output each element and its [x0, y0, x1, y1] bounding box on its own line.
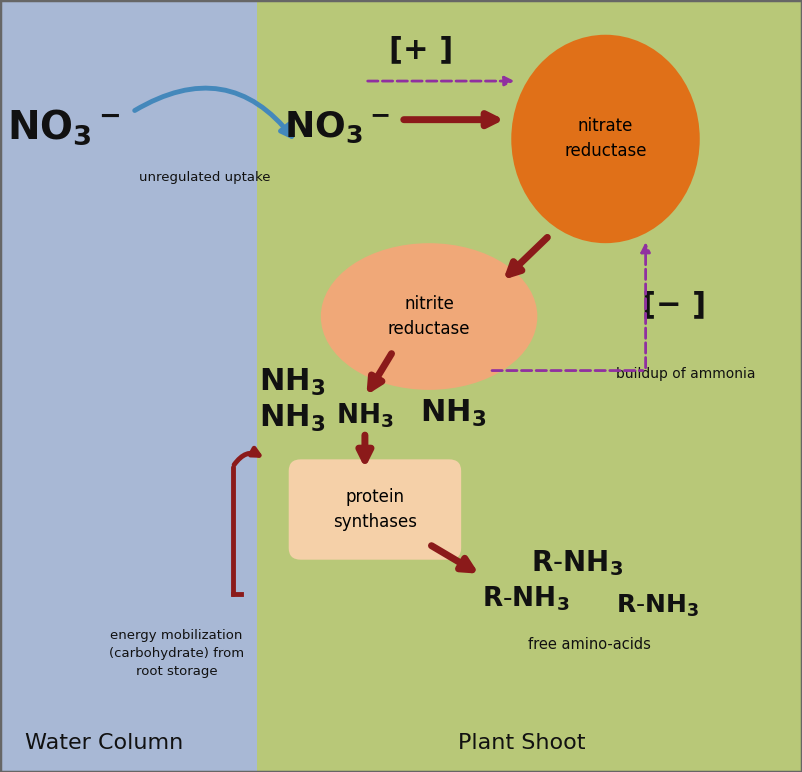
Text: nitrite
reductase: nitrite reductase	[388, 295, 470, 338]
FancyBboxPatch shape	[289, 459, 461, 560]
Text: protein
synthases: protein synthases	[334, 488, 417, 531]
Ellipse shape	[321, 243, 537, 390]
Text: nitrate
reductase: nitrate reductase	[565, 117, 646, 161]
Text: $\mathbf{R\text{-}NH_3}$: $\mathbf{R\text{-}NH_3}$	[481, 584, 569, 612]
Text: $\mathbf{NH_3}$: $\mathbf{NH_3}$	[260, 367, 326, 398]
Text: Plant Shoot: Plant Shoot	[458, 733, 585, 753]
Text: Water Column: Water Column	[25, 733, 184, 753]
Text: [− ]: [− ]	[642, 290, 706, 320]
Text: $\mathbf{NH_3}$: $\mathbf{NH_3}$	[260, 403, 326, 434]
Ellipse shape	[512, 35, 699, 243]
Text: $\mathbf{R\text{-}NH_3}$: $\mathbf{R\text{-}NH_3}$	[532, 549, 623, 578]
Bar	[0, 0, 257, 772]
Text: $\mathbf{NO_3}$$\mathbf{^-}$: $\mathbf{NO_3}$$\mathbf{^-}$	[7, 107, 121, 147]
Text: $\mathbf{NH_3}$: $\mathbf{NH_3}$	[420, 398, 486, 428]
Text: energy mobilization
(carbohydrate) from
root storage: energy mobilization (carbohydrate) from …	[109, 629, 244, 678]
Text: $\mathbf{NH_3}$: $\mathbf{NH_3}$	[336, 401, 394, 429]
Text: $\mathbf{NO_3}$$\mathbf{^-}$: $\mathbf{NO_3}$$\mathbf{^-}$	[284, 110, 390, 145]
Bar	[257, 0, 802, 772]
Text: buildup of ammonia: buildup of ammonia	[616, 367, 755, 381]
Text: [+ ]: [+ ]	[389, 36, 453, 65]
Text: unregulated uptake: unregulated uptake	[139, 171, 270, 184]
Text: free amino-acids: free amino-acids	[528, 637, 651, 652]
Text: $\mathbf{R\text{-}NH_3}$: $\mathbf{R\text{-}NH_3}$	[616, 593, 699, 619]
